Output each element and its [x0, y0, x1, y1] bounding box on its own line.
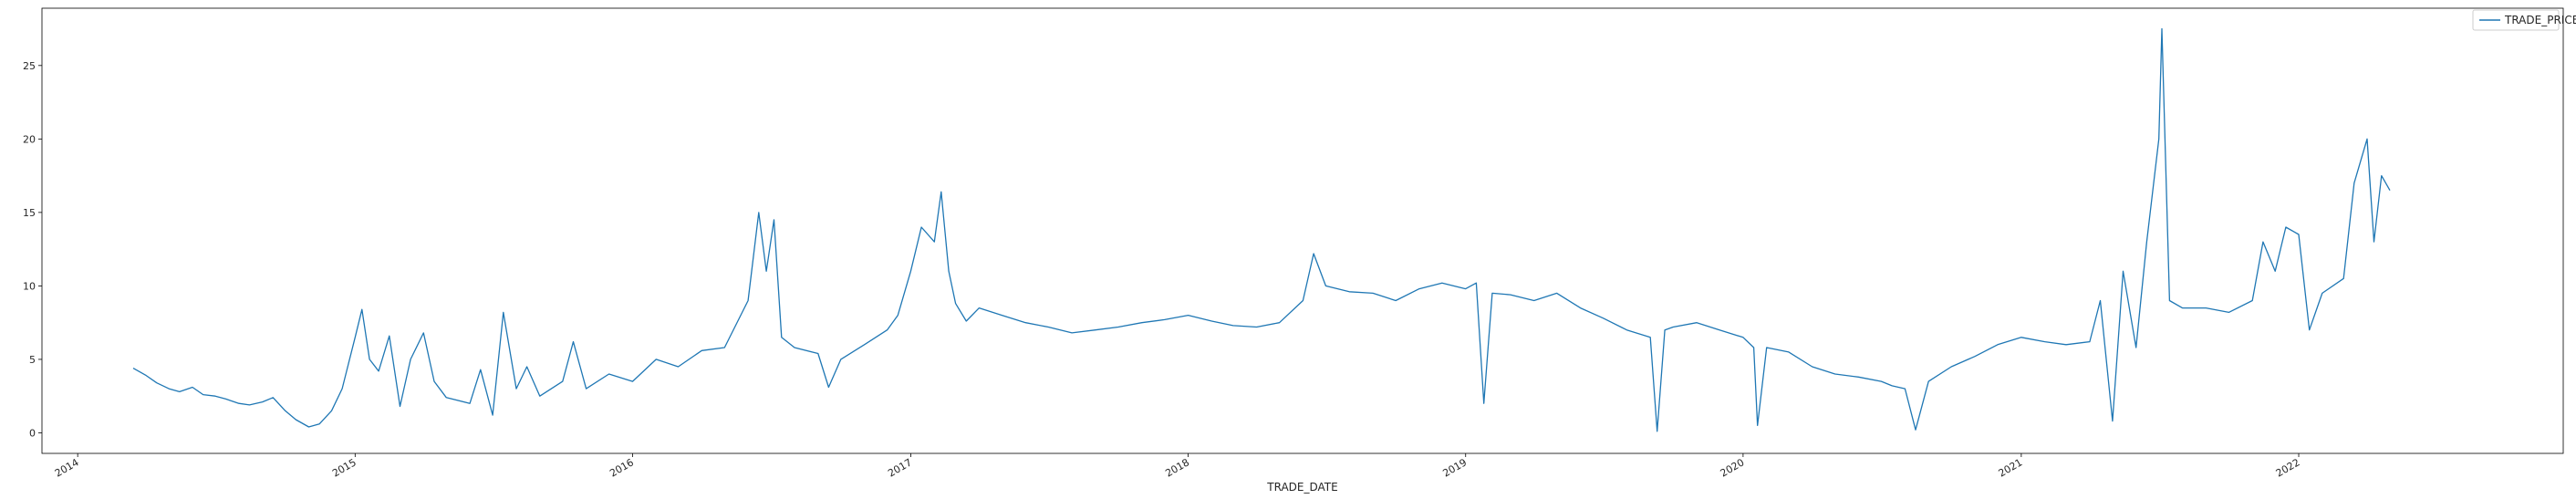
y-tick-label: 0 [29, 427, 36, 439]
y-tick-label: 25 [23, 60, 36, 72]
x-tick-label: 2014 [53, 456, 81, 479]
x-tick-label: 2017 [886, 456, 914, 479]
x-tick-label: 2022 [2274, 456, 2302, 479]
x-axis-label: TRADE_DATE [1266, 481, 1337, 494]
x-axis-ticks: 2014 2015 2016 2017 2018 2019 2020 2021 2022 [53, 453, 2302, 480]
x-tick-label: 2021 [1997, 456, 2025, 479]
x-tick-label: 2016 [608, 456, 636, 479]
x-tick-label: 2018 [1163, 456, 1191, 479]
legend-box [2472, 9, 2560, 31]
x-tick-label: 2020 [1719, 456, 1747, 479]
y-tick-label: 5 [29, 354, 36, 366]
x-tick-label: 2015 [330, 456, 358, 479]
legend: TRADE_PRICE [2472, 9, 2576, 31]
y-axis-ticks: 0 5 10 15 20 25 [23, 60, 42, 439]
y-tick-label: 20 [23, 133, 36, 145]
y-tick-label: 15 [23, 207, 36, 219]
legend-item-trade-price: TRADE_PRICE [2504, 14, 2576, 26]
plot-area [41, 7, 2564, 454]
x-tick-label: 2019 [1440, 456, 1469, 479]
y-tick-label: 10 [23, 280, 36, 292]
series-line-trade-price [132, 27, 2391, 432]
